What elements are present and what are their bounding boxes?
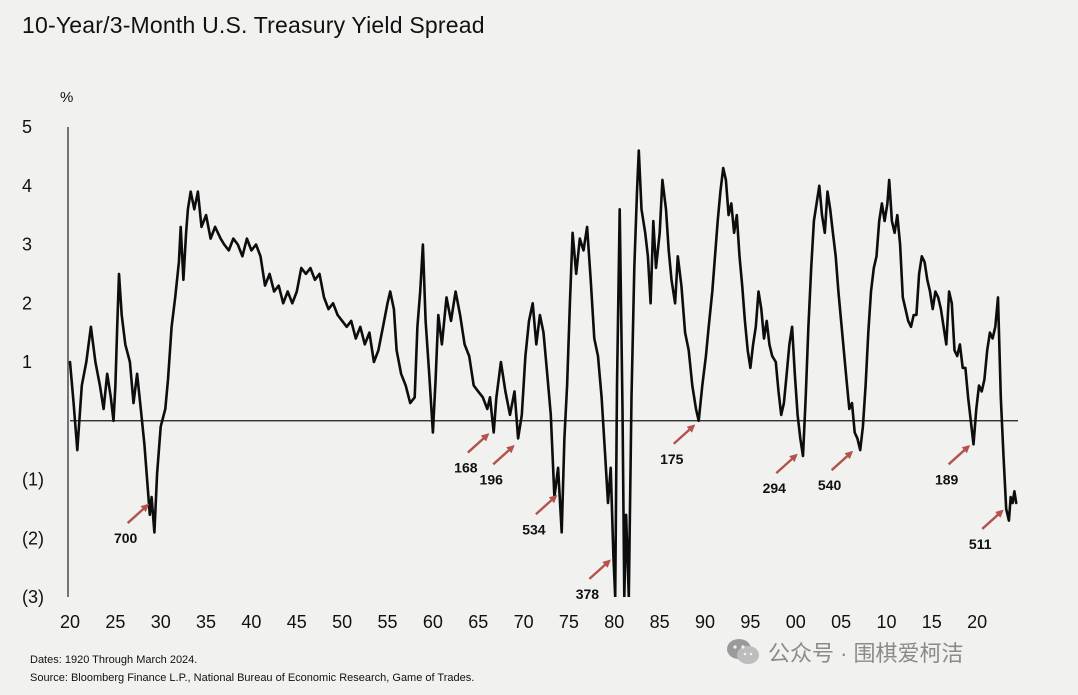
annotation-arrow [467,433,490,454]
x-tick-label: 75 [559,612,579,632]
annotation-label: 175 [660,451,684,467]
annotation-arrow [672,424,696,445]
annotation-arrow [126,503,150,524]
x-tick-label: 20 [967,612,987,632]
annotation-arrow [492,444,515,466]
x-tick-label: 40 [241,612,261,632]
x-tick-label: 80 [604,612,624,632]
annotation-arrow [535,494,558,516]
x-tick-label: 55 [377,612,397,632]
y-tick-label: (3) [22,587,44,607]
y-tick-label: 3 [22,235,32,255]
annotation-label: 540 [818,477,842,493]
annotation-arrow [830,450,854,472]
x-tick-label: 95 [740,612,760,632]
x-tick-label: 35 [196,612,216,632]
annotation-label: 700 [114,530,138,546]
x-tick-label: 50 [332,612,352,632]
series-group [68,149,1018,597]
y-tick-label: 5 [22,117,32,137]
x-tick-label: 60 [423,612,443,632]
x-tick-label: 15 [922,612,942,632]
x-axis: 20 25 30 35 40 45 50 55 60 65 70 75 80 85 90 95 00 05 10 15… [60,612,987,632]
annotation-label: 189 [935,471,959,487]
x-tick-label: 10 [876,612,896,632]
annotation-arrow [588,559,611,580]
annotation-label: 168 [454,460,478,476]
x-tick-label: 00 [786,612,806,632]
annotation-arrow [981,509,1004,530]
dates-footnote: Dates: 1920 Through March 2024. [30,654,198,666]
x-tick-label: 65 [468,612,488,632]
x-tick-label: 05 [831,612,851,632]
watermark: 公众号 · 围棋爱柯洁 [726,636,964,668]
y-unit-label: % [60,89,73,106]
wechat-icon [727,639,759,664]
y-tick-label: 4 [22,176,32,196]
y-tick-label: (1) [22,470,44,490]
x-tick-label: 30 [151,612,171,632]
source-footnote: Source: Bloomberg Finance L.P., National… [30,672,475,684]
y-tick-label: (2) [22,528,44,548]
annotation-label: 511 [969,536,992,552]
annotation-label: 534 [522,521,546,537]
annotation-arrow [775,453,798,475]
y-axis: % 5 4 3 2 1 (1) (2) (3) [22,89,73,607]
x-tick-label: 70 [514,612,534,632]
x-tick-label: 20 [60,612,80,632]
y-tick-label: 2 [22,293,32,313]
annotation-label: 378 [576,586,600,602]
y-tick-label: 1 [22,352,32,372]
x-tick-label: 85 [650,612,670,632]
chart-title: 10-Year/3-Month U.S. Treasury Yield Spre… [22,12,485,38]
x-tick-label: 90 [695,612,715,632]
annotation-label: 294 [763,480,787,496]
x-tick-label: 45 [287,612,307,632]
x-tick-label: 25 [105,612,125,632]
watermark-text: 公众号 · 围棋爱柯洁 [768,641,964,666]
series-line [68,149,1018,597]
annotation-arrow [947,444,971,466]
annotation-label: 196 [480,471,504,487]
